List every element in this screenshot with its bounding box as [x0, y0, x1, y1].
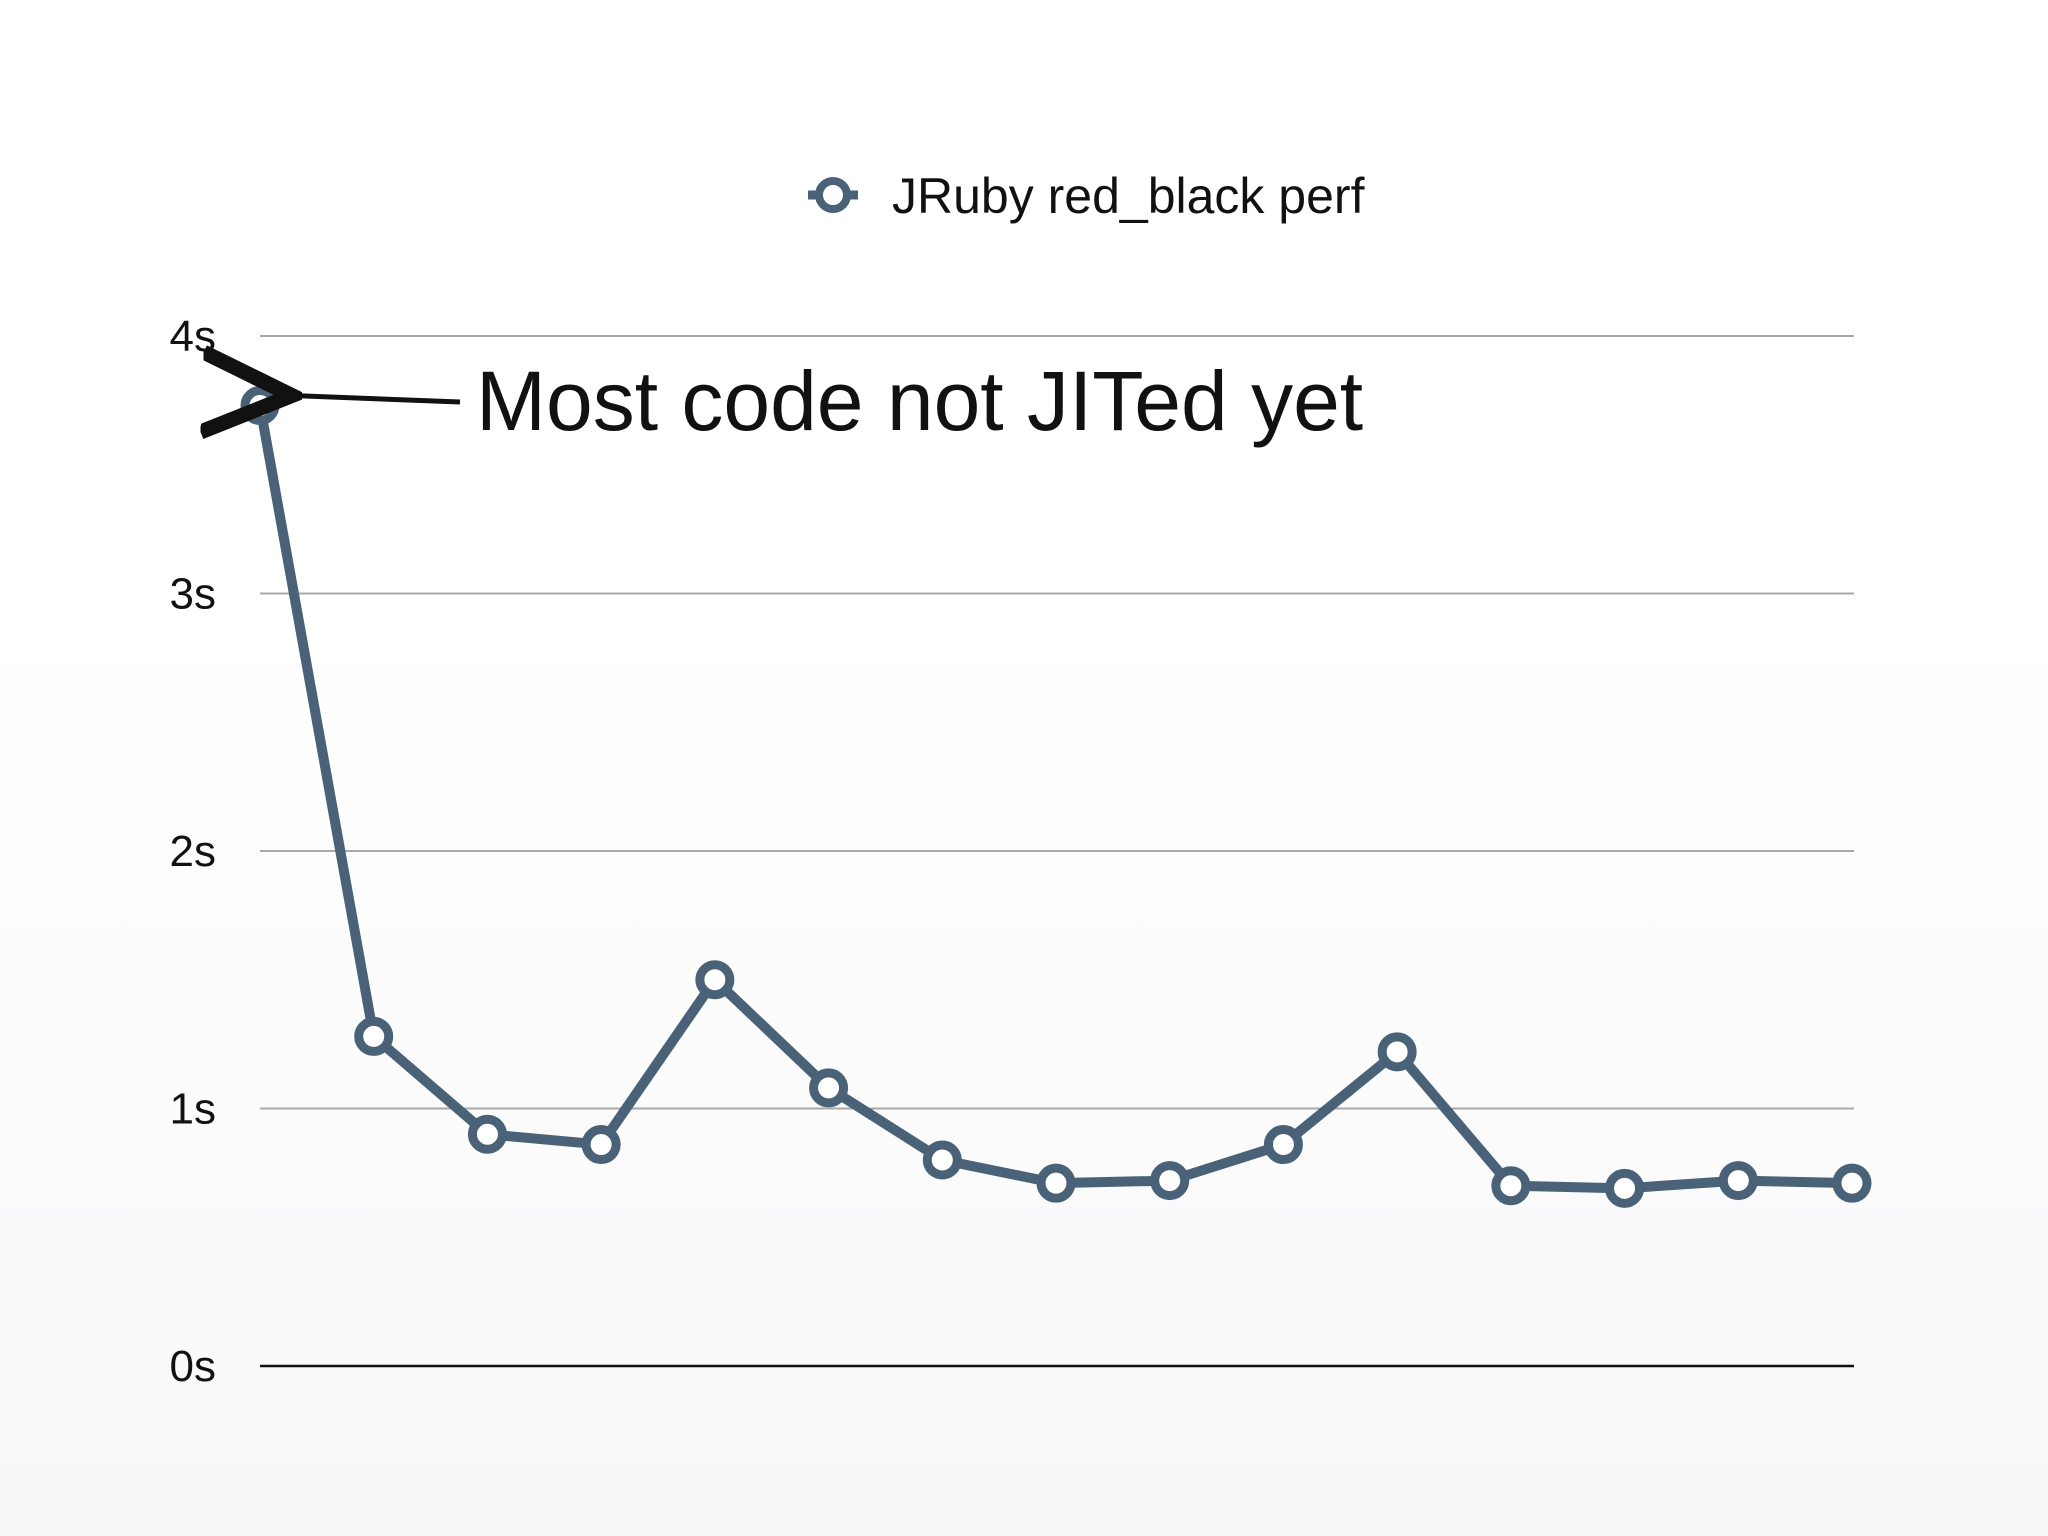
gridlines	[260, 335, 1854, 1368]
series-line	[255, 400, 1857, 1194]
data-point-9	[1150, 1161, 1190, 1201]
data-point-13	[1605, 1168, 1645, 1208]
data-point-3	[467, 1114, 507, 1154]
legend: JRuby red_black perf	[808, 168, 1365, 224]
series-jruby-red-black-perf	[240, 386, 1872, 1208]
y-tick-label-0s: 0s	[170, 1342, 216, 1391]
data-point-1	[240, 386, 280, 426]
data-point-10	[1263, 1125, 1303, 1165]
data-point-11	[1377, 1032, 1417, 1072]
data-point-6	[809, 1068, 849, 1108]
legend-label: JRuby red_black perf	[892, 168, 1365, 224]
data-point-5	[695, 960, 735, 1000]
data-point-14	[1718, 1161, 1758, 1201]
y-tick-label-2s: 2s	[170, 827, 216, 876]
data-point-4	[581, 1125, 621, 1165]
data-point-8	[1036, 1163, 1076, 1203]
data-point-2	[354, 1016, 394, 1056]
annotation-text: Most code not JITed yet	[476, 354, 1363, 448]
annotation-arrow	[292, 396, 461, 402]
y-tick-label-3s: 3s	[170, 570, 216, 619]
data-point-7	[922, 1140, 962, 1180]
y-tick-label-4s: 4s	[170, 312, 216, 361]
y-tick-label-1s: 1s	[170, 1085, 216, 1134]
data-point-12	[1491, 1166, 1531, 1206]
data-point-15	[1832, 1163, 1872, 1203]
annotation: Most code not JITed yet	[292, 354, 1363, 448]
y-axis-ticks: 0s 1s 2s 3s 4s	[170, 312, 216, 1391]
legend-swatch-marker	[815, 177, 851, 213]
